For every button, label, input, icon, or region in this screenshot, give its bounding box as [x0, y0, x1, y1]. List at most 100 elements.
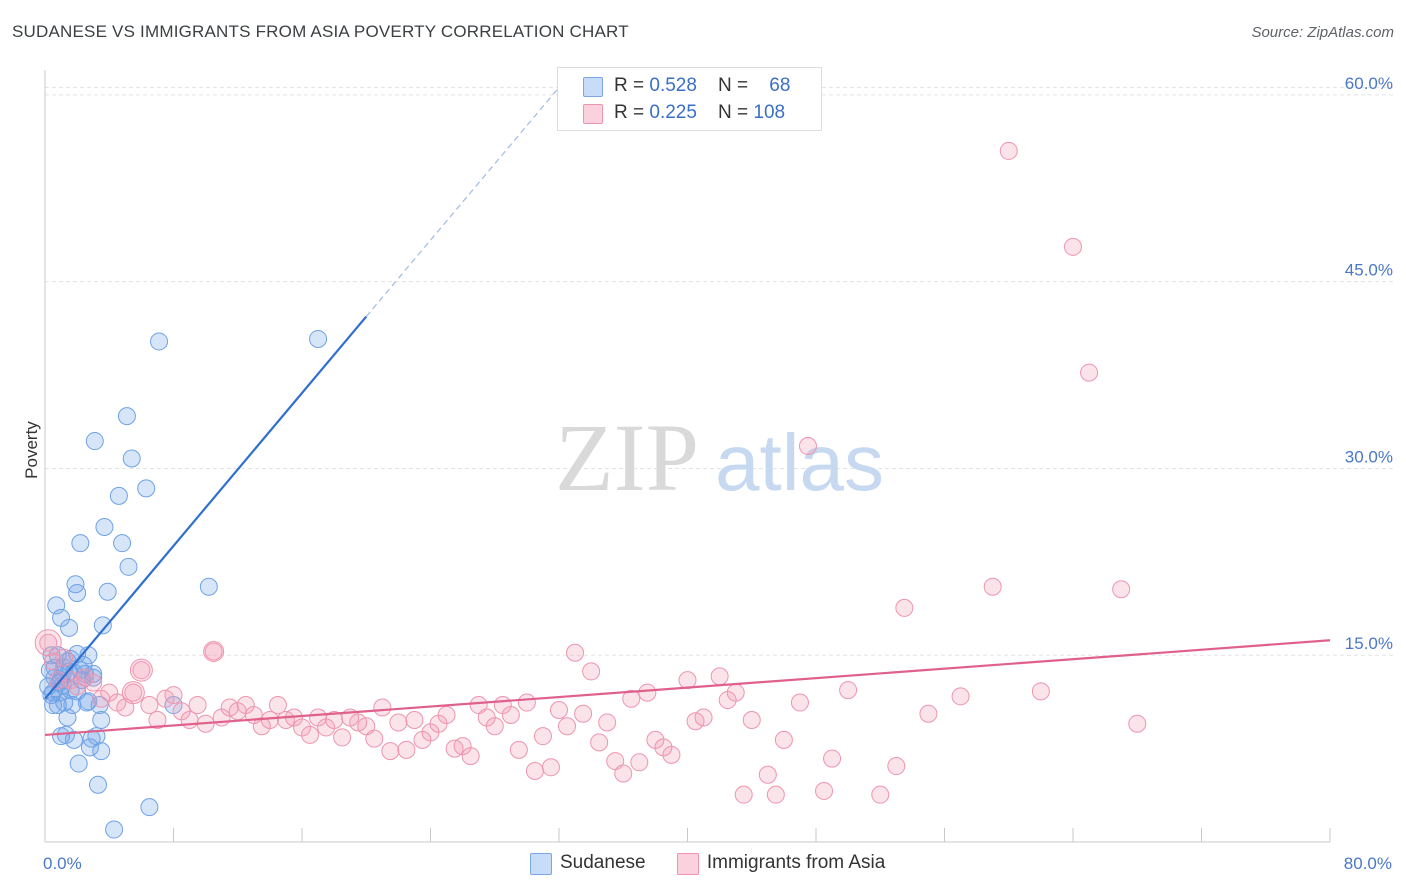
point-asia	[871, 785, 890, 804]
point-sudanese	[113, 534, 132, 553]
point-asia	[999, 141, 1018, 160]
point-sudanese	[117, 407, 136, 426]
point-sudanese	[60, 618, 79, 637]
legend-item-sudanese: Sudanese	[530, 852, 646, 875]
point-asia	[268, 696, 287, 715]
point-asia	[132, 661, 151, 680]
point-asia	[1128, 714, 1147, 733]
point-sudanese	[109, 486, 128, 505]
point-sudanese	[85, 432, 104, 451]
point-asia	[525, 762, 544, 781]
point-sudanese	[122, 449, 141, 468]
point-asia	[574, 704, 593, 723]
legend-swatch-asia	[583, 104, 603, 124]
point-sudanese	[82, 729, 101, 748]
point-asia	[121, 681, 145, 705]
point-asia	[710, 667, 729, 686]
point-sudanese	[199, 577, 218, 596]
point-asia	[582, 662, 601, 681]
legend-item-asia: Immigrants from Asia	[676, 852, 885, 875]
watermark-atlas: atlas	[715, 418, 884, 507]
point-asia	[365, 729, 384, 748]
point-asia	[405, 710, 424, 729]
point-asia	[895, 598, 914, 617]
point-sudanese	[89, 775, 108, 794]
chart-source: Source: ZipAtlas.com	[1251, 24, 1394, 41]
point-asia	[129, 658, 153, 682]
point-asia	[614, 764, 633, 783]
point-sudanese	[64, 730, 83, 749]
point-asia	[39, 633, 58, 652]
legend-r-label: R =	[614, 102, 650, 123]
gridlines	[45, 86, 1395, 656]
point-sudanese	[137, 479, 156, 498]
point-sudanese	[93, 616, 112, 635]
point-asia	[501, 705, 520, 724]
y-tick-label: 30.0%	[1345, 447, 1393, 466]
point-asia	[124, 683, 143, 702]
point-asia	[1064, 237, 1082, 256]
point-asia	[333, 728, 352, 747]
point-asia	[188, 696, 207, 715]
trend-lines	[44, 87, 1331, 737]
point-asia	[301, 725, 320, 744]
point-sudanese	[90, 696, 109, 715]
point-sudanese	[309, 329, 328, 348]
legend-row-asia: R = 0.225 N = 108	[558, 101, 821, 127]
point-asia	[622, 689, 641, 708]
point-asia	[558, 717, 577, 736]
point-asia	[774, 730, 793, 749]
point-sudanese	[98, 582, 117, 601]
series-legend: Sudanese Immigrants from Asia	[530, 852, 911, 875]
stats-legend: R = 0.528 N = 68 R = 0.225 N = 108	[557, 67, 822, 131]
point-asia	[598, 713, 617, 732]
x-tick-label: 0.0%	[43, 854, 82, 873]
point-asia	[48, 671, 67, 690]
point-asia	[44, 652, 63, 671]
legend-swatch-sudanese	[583, 77, 603, 97]
legend-r-value: 0.225	[649, 102, 697, 123]
point-asia	[517, 693, 536, 712]
point-asia	[164, 686, 183, 705]
point-asia	[662, 745, 681, 764]
legend-n-value: 108	[753, 102, 786, 123]
point-asia	[485, 717, 504, 736]
legend-row-sudanese: R = 0.528 N = 68	[558, 74, 821, 100]
y-tick-label: 60.0%	[1345, 74, 1393, 93]
point-asia	[533, 727, 552, 746]
watermark-zip: ZIP	[555, 404, 699, 511]
point-asia	[815, 781, 834, 800]
point-asia	[734, 785, 753, 804]
legend-r-label: R =	[614, 75, 650, 96]
point-asia	[461, 747, 480, 766]
point-asia	[951, 687, 970, 706]
point-asia	[726, 683, 745, 702]
point-asia	[823, 749, 842, 768]
point-sudanese	[95, 517, 114, 536]
point-sudanese	[69, 754, 88, 773]
point-asia	[1031, 682, 1050, 701]
point-sudanese	[119, 557, 138, 576]
point-sudanese	[140, 798, 159, 817]
point-asia	[180, 710, 199, 729]
point-sudanese	[150, 332, 169, 351]
point-asia	[389, 713, 408, 732]
point-asia	[148, 710, 167, 729]
legend-swatch-asia	[676, 853, 699, 875]
point-asia	[373, 698, 392, 717]
point-asia	[1112, 580, 1131, 599]
point-asia	[397, 740, 416, 759]
point-sudanese	[68, 682, 87, 701]
point-asia	[541, 758, 560, 777]
point-asia	[34, 629, 62, 657]
y-tick-label: 45.0%	[1345, 261, 1393, 280]
chart-title: SUDANESE VS IMMIGRANTS FROM ASIA POVERTY…	[12, 22, 629, 41]
point-asia	[203, 640, 225, 662]
point-asia	[381, 742, 400, 761]
point-asia	[260, 710, 279, 729]
point-sudanese	[71, 534, 90, 553]
point-asia	[790, 693, 809, 712]
point-sudanese	[68, 583, 87, 602]
point-asia	[84, 673, 103, 692]
